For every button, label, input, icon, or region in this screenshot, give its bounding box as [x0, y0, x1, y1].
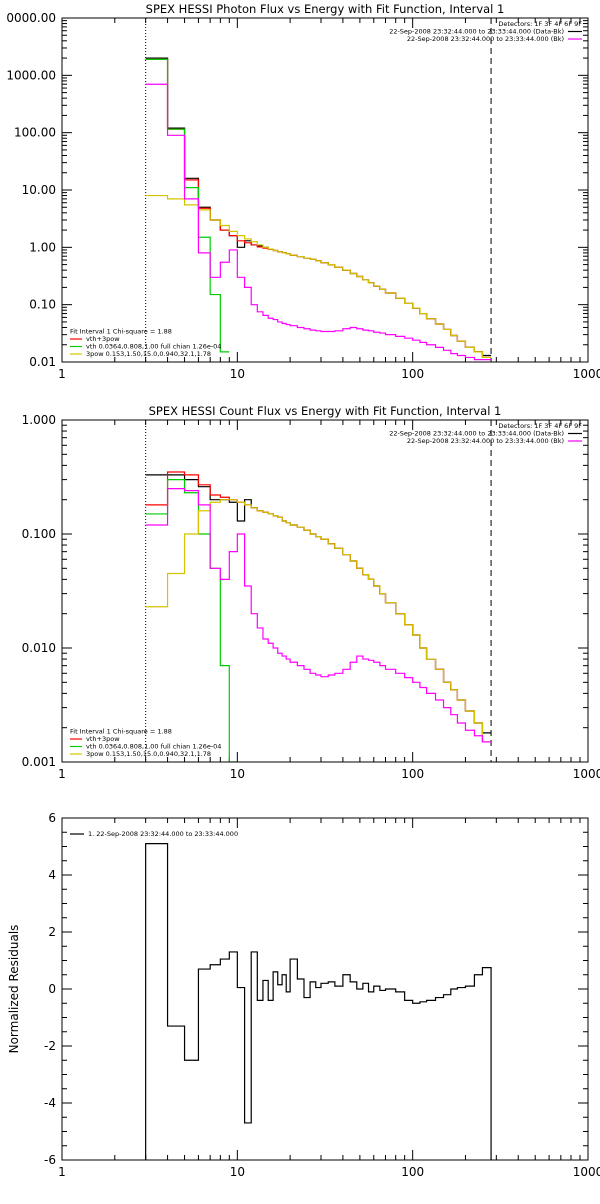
series-group — [145, 471, 492, 762]
y-tick-label: 0 — [48, 982, 56, 996]
series-line-4 — [145, 194, 492, 359]
x-tick-label: 100 — [401, 1165, 424, 1179]
legend-text: vth+3pow — [86, 735, 120, 743]
legend-text: Fit Interval 1 Chi-square = 1.88 — [70, 728, 172, 736]
y-axis-label: Normalized Residuals — [7, 925, 21, 1054]
chart-title: SPEX HESSI Count Flux vs Energy with Fit… — [149, 404, 502, 418]
y-tick-label: -2 — [44, 1039, 56, 1053]
plot-frame — [61, 17, 589, 363]
series-line-1 — [145, 57, 492, 357]
series-line-5 — [145, 488, 492, 743]
legend-text: 3pow 0.153,1.50,15.0,0.940,32.1,1.78 — [86, 750, 211, 758]
legend-text: 22-Sep-2008 23:32:44.000 to 23:33:44.000… — [389, 28, 564, 36]
legend-text: 22-Sep-2008 23:32:44.000 to 23:33:44.000… — [407, 437, 564, 445]
x-tick-label: 10 — [230, 367, 245, 381]
x-tick-label: 1 — [58, 367, 66, 381]
y-tick-label: 0.10 — [29, 298, 56, 312]
x-tick-label: 10 — [230, 767, 245, 781]
x-tick-label: 1 — [58, 1165, 66, 1179]
x-tick-label: 100 — [401, 367, 424, 381]
plot-frame — [61, 419, 589, 763]
series-line-3 — [145, 58, 230, 353]
chart-title: SPEX HESSI Photon Flux vs Energy with Fi… — [146, 2, 505, 16]
x-tick-label: 100 — [401, 767, 424, 781]
legend-text: 3pow 0.153,1.50,15.0,0.940,32.1,1.78 — [86, 350, 211, 358]
x-tick-label: 10 — [230, 1165, 245, 1179]
legend-text: 1. 22-Sep-2008 23:32:44.000 to 23:33:44.… — [88, 830, 238, 838]
x-tick-label: 1000 — [573, 367, 600, 381]
series-line-2 — [145, 58, 492, 359]
chart-panel-1: SPEX HESSI Photon Flux vs Energy with Fi… — [6, 2, 600, 381]
series-line-5 — [145, 83, 492, 361]
series-group — [145, 843, 492, 1160]
legend-text: 22-Sep-2008 23:32:44.000 to 23:33:44.000… — [407, 35, 564, 43]
legend-text: Fit Interval 1 Chi-square = 1.88 — [70, 328, 172, 336]
y-tick-label: -6 — [44, 1153, 56, 1167]
legend-bottom-left: Fit Interval 1 Chi-square = 1.88vth+3pow… — [70, 728, 221, 758]
legend-bottom-left: Fit Interval 1 Chi-square = 1.88vth+3pow… — [70, 328, 221, 358]
y-tick-label: 2 — [48, 925, 56, 939]
y-tick-label: 100.00 — [14, 126, 56, 140]
y-tick-label: -4 — [44, 1096, 56, 1110]
series-line-2 — [145, 471, 492, 743]
plot-frame — [61, 817, 589, 1161]
y-tick-label: 1.00 — [29, 240, 56, 254]
series-line-3 — [145, 479, 238, 762]
y-tick-label: 0000.00 — [6, 11, 56, 25]
legend-text: Detectors: 1F 3F 4F 6F 9F — [498, 422, 582, 430]
legend-text: vth 0.0364,0.808,1.00 full chian 1.26e-0… — [86, 743, 221, 751]
x-tick-label: 1 — [58, 767, 66, 781]
legend-text: 22-Sep-2008 23:32:44.000 to 23:33:44.000… — [389, 430, 564, 438]
legend-text: vth 0.0364,0.808,1.00 full chian 1.26e-0… — [86, 343, 221, 351]
legend-text: Detectors: 1F 3F 4F 6F 9F — [498, 20, 582, 28]
y-tick-label: 0.100 — [22, 527, 56, 541]
x-tick-label: 1000 — [573, 767, 600, 781]
chart-panel-3: Normalized Residuals 1 10 100 1000 -6 -4 -2 0 2 4 6… — [7, 811, 600, 1179]
x-tick-label: 1000 — [573, 1165, 600, 1179]
chart-panel-2: SPEX HESSI Count Flux vs Energy with Fit… — [22, 404, 600, 781]
legend-top-left: 1. 22-Sep-2008 23:32:44.000 to 23:33:44.… — [70, 830, 238, 838]
y-tick-label: 4 — [48, 868, 56, 882]
series-line-4 — [145, 499, 492, 743]
y-tick-label: 6 — [48, 811, 56, 825]
series-line-1 — [145, 843, 492, 1160]
y-tick-label: 10.00 — [22, 183, 56, 197]
y-tick-label: 1.000 — [22, 413, 56, 427]
y-tick-label: 0.001 — [22, 755, 56, 769]
series-line-1 — [145, 474, 492, 734]
series-group — [145, 57, 492, 361]
y-tick-label: 1000.00 — [6, 68, 56, 82]
y-tick-label: 0.01 — [29, 355, 56, 369]
y-tick-label: 0.010 — [22, 641, 56, 655]
legend-text: vth+3pow — [86, 335, 120, 343]
